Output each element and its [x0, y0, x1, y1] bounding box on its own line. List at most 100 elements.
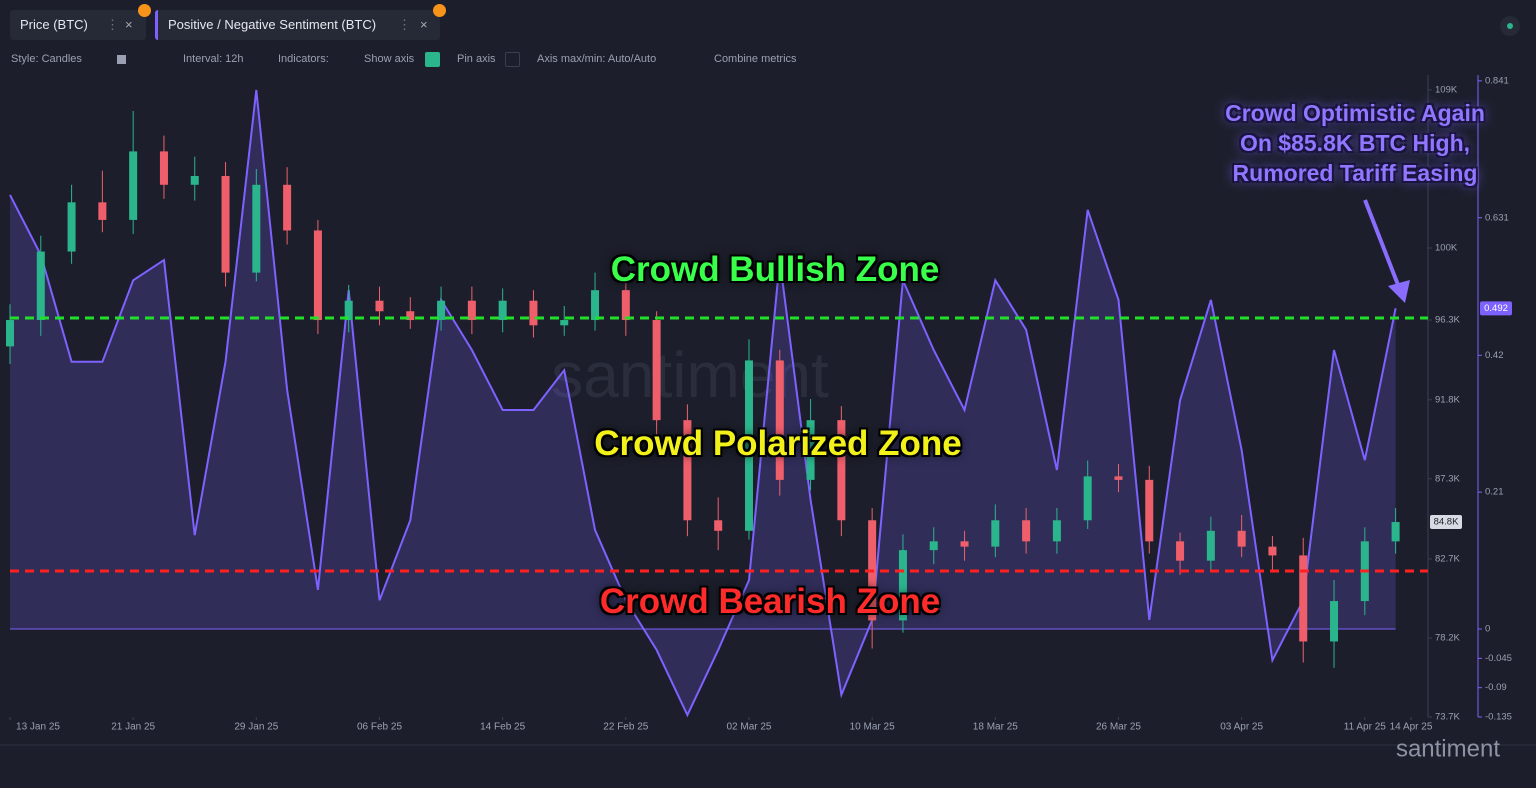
value-badge-label: 84.8K: [1434, 517, 1459, 528]
x-tick-label: 13 Jan 25: [16, 722, 60, 733]
tab[interactable]: Positive / Negative Sentiment (BTC) ⋮ ×: [155, 4, 446, 40]
candle-body: [652, 320, 661, 421]
status[interactable]: [1500, 16, 1520, 36]
show-axis[interactable]: Show axis: [364, 53, 415, 65]
style-select[interactable]: Style: Candles: [11, 53, 82, 65]
candle-body: [283, 184, 292, 231]
candle-body: [1206, 530, 1215, 561]
candle-body: [806, 420, 815, 480]
y-tick-label: 82.7K: [1435, 553, 1460, 564]
value-badge: [1480, 301, 1512, 316]
candle-body: [375, 300, 384, 312]
candle-body: [929, 541, 938, 551]
candle-body: [67, 202, 76, 252]
candle-body: [129, 151, 138, 220]
value-badge: [1430, 515, 1462, 530]
x-tick-label: 06 Feb 25: [357, 722, 402, 733]
candle-body: [744, 360, 753, 531]
y-tick-label: 78.2K: [1435, 632, 1460, 643]
tab-label: Price (BTC): [20, 17, 88, 32]
candle-body: [560, 320, 569, 326]
callout-arrowhead: [1388, 280, 1410, 303]
candle-body: [683, 420, 692, 521]
candle-body: [252, 184, 261, 273]
indicators[interactable]: Indicators:: [278, 53, 329, 65]
candle-body: [1022, 520, 1031, 542]
callout: Crowd Optimistic Again: [1225, 100, 1485, 126]
axis-minmax[interactable]: Axis max/min: Auto/Auto: [537, 53, 657, 65]
y-tick-label: 100K: [1435, 243, 1458, 254]
x-tick-label: 10 Mar 25: [850, 722, 895, 733]
y2-tick-label: 0.631: [1485, 212, 1509, 223]
tab[interactable]: Price (BTC) ⋮ ×: [10, 4, 151, 40]
sentiment-line: [9, 89, 1397, 718]
candle-body: [159, 151, 168, 185]
candle-body: [344, 300, 353, 321]
checkbox[interactable]: [505, 52, 520, 67]
candle-body: [714, 520, 723, 531]
x-tick-label: 29 Jan 25: [234, 722, 278, 733]
candle-body: [1237, 530, 1246, 547]
candle-body: [6, 320, 14, 347]
x-tick-label: 21 Jan 25: [111, 722, 155, 733]
zone-label: Crowd Bearish Zone: [599, 582, 941, 621]
candle-body: [437, 300, 446, 321]
zone-label: Crowd Polarized Zone: [594, 424, 962, 463]
candle-body: [313, 230, 322, 321]
candle-body: [1299, 555, 1308, 642]
y-tick-label: 87.3K: [1435, 473, 1460, 484]
candle-body: [1330, 601, 1339, 642]
x-tick-label: 22 Feb 25: [603, 722, 648, 733]
candle-body: [991, 520, 1000, 547]
y-tick-label: 96.3K: [1435, 315, 1460, 326]
candle-body: [498, 300, 507, 321]
candle-body: [1114, 476, 1123, 480]
y2-tick-label: 0.21: [1485, 487, 1504, 498]
candle-body: [1145, 479, 1154, 542]
candle-body: [98, 202, 107, 220]
y2-tick-label: -0.045: [1485, 653, 1512, 664]
checkbox[interactable]: [425, 52, 440, 67]
candle-body: [1083, 476, 1092, 521]
y2-tick-label: 0.42: [1485, 350, 1504, 361]
y-tick-label: 73.7K: [1435, 712, 1460, 723]
candle-body: [1268, 546, 1277, 556]
x-tick-label: 11 Apr 25: [1344, 722, 1387, 733]
brand: santiment: [1396, 735, 1500, 762]
candle-body: [221, 175, 230, 273]
candle-body: [775, 360, 784, 480]
candle-body: [1391, 522, 1400, 542]
combine-metrics[interactable]: Combine metrics: [714, 53, 797, 65]
candle-body: [621, 290, 630, 321]
candle-body: [529, 300, 538, 326]
callout-arrow: [1363, 199, 1402, 291]
pin-axis[interactable]: Pin axis: [457, 53, 496, 65]
x-tick-label: 14 Apr 25: [1390, 722, 1433, 733]
callout: On $85.8K BTC High,: [1239, 130, 1471, 156]
x-tick-label: 02 Mar 25: [726, 722, 771, 733]
candle-body: [1052, 520, 1061, 542]
x-tick-label: 03 Apr 25: [1220, 722, 1263, 733]
candle-body: [898, 550, 907, 621]
candle-body: [1176, 541, 1185, 561]
x-tick-label: 18 Mar 25: [973, 722, 1018, 733]
candle-body: [36, 251, 45, 321]
color-select[interactable]: [117, 55, 126, 64]
y2-tick-label: -0.09: [1485, 682, 1507, 693]
y2-tick-label: -0.135: [1485, 712, 1512, 723]
zone-label: Crowd Bullish Zone: [610, 250, 940, 289]
sentiment-area: [10, 90, 1396, 715]
candle-body: [837, 420, 846, 521]
y-tick-label: 91.8K: [1435, 394, 1460, 405]
candle-body: [960, 541, 969, 547]
callout: Rumored Tariff Easing: [1232, 160, 1478, 186]
x-tick-label: 14 Feb 25: [480, 722, 525, 733]
interval-select[interactable]: Interval: 12h: [183, 53, 244, 65]
y2-tick-label: 0: [1485, 624, 1490, 635]
y2-tick-label: 0.841: [1485, 75, 1509, 86]
candle-body: [406, 311, 415, 321]
candle-body: [591, 290, 600, 321]
value-badge-label: 0.492: [1484, 303, 1508, 314]
